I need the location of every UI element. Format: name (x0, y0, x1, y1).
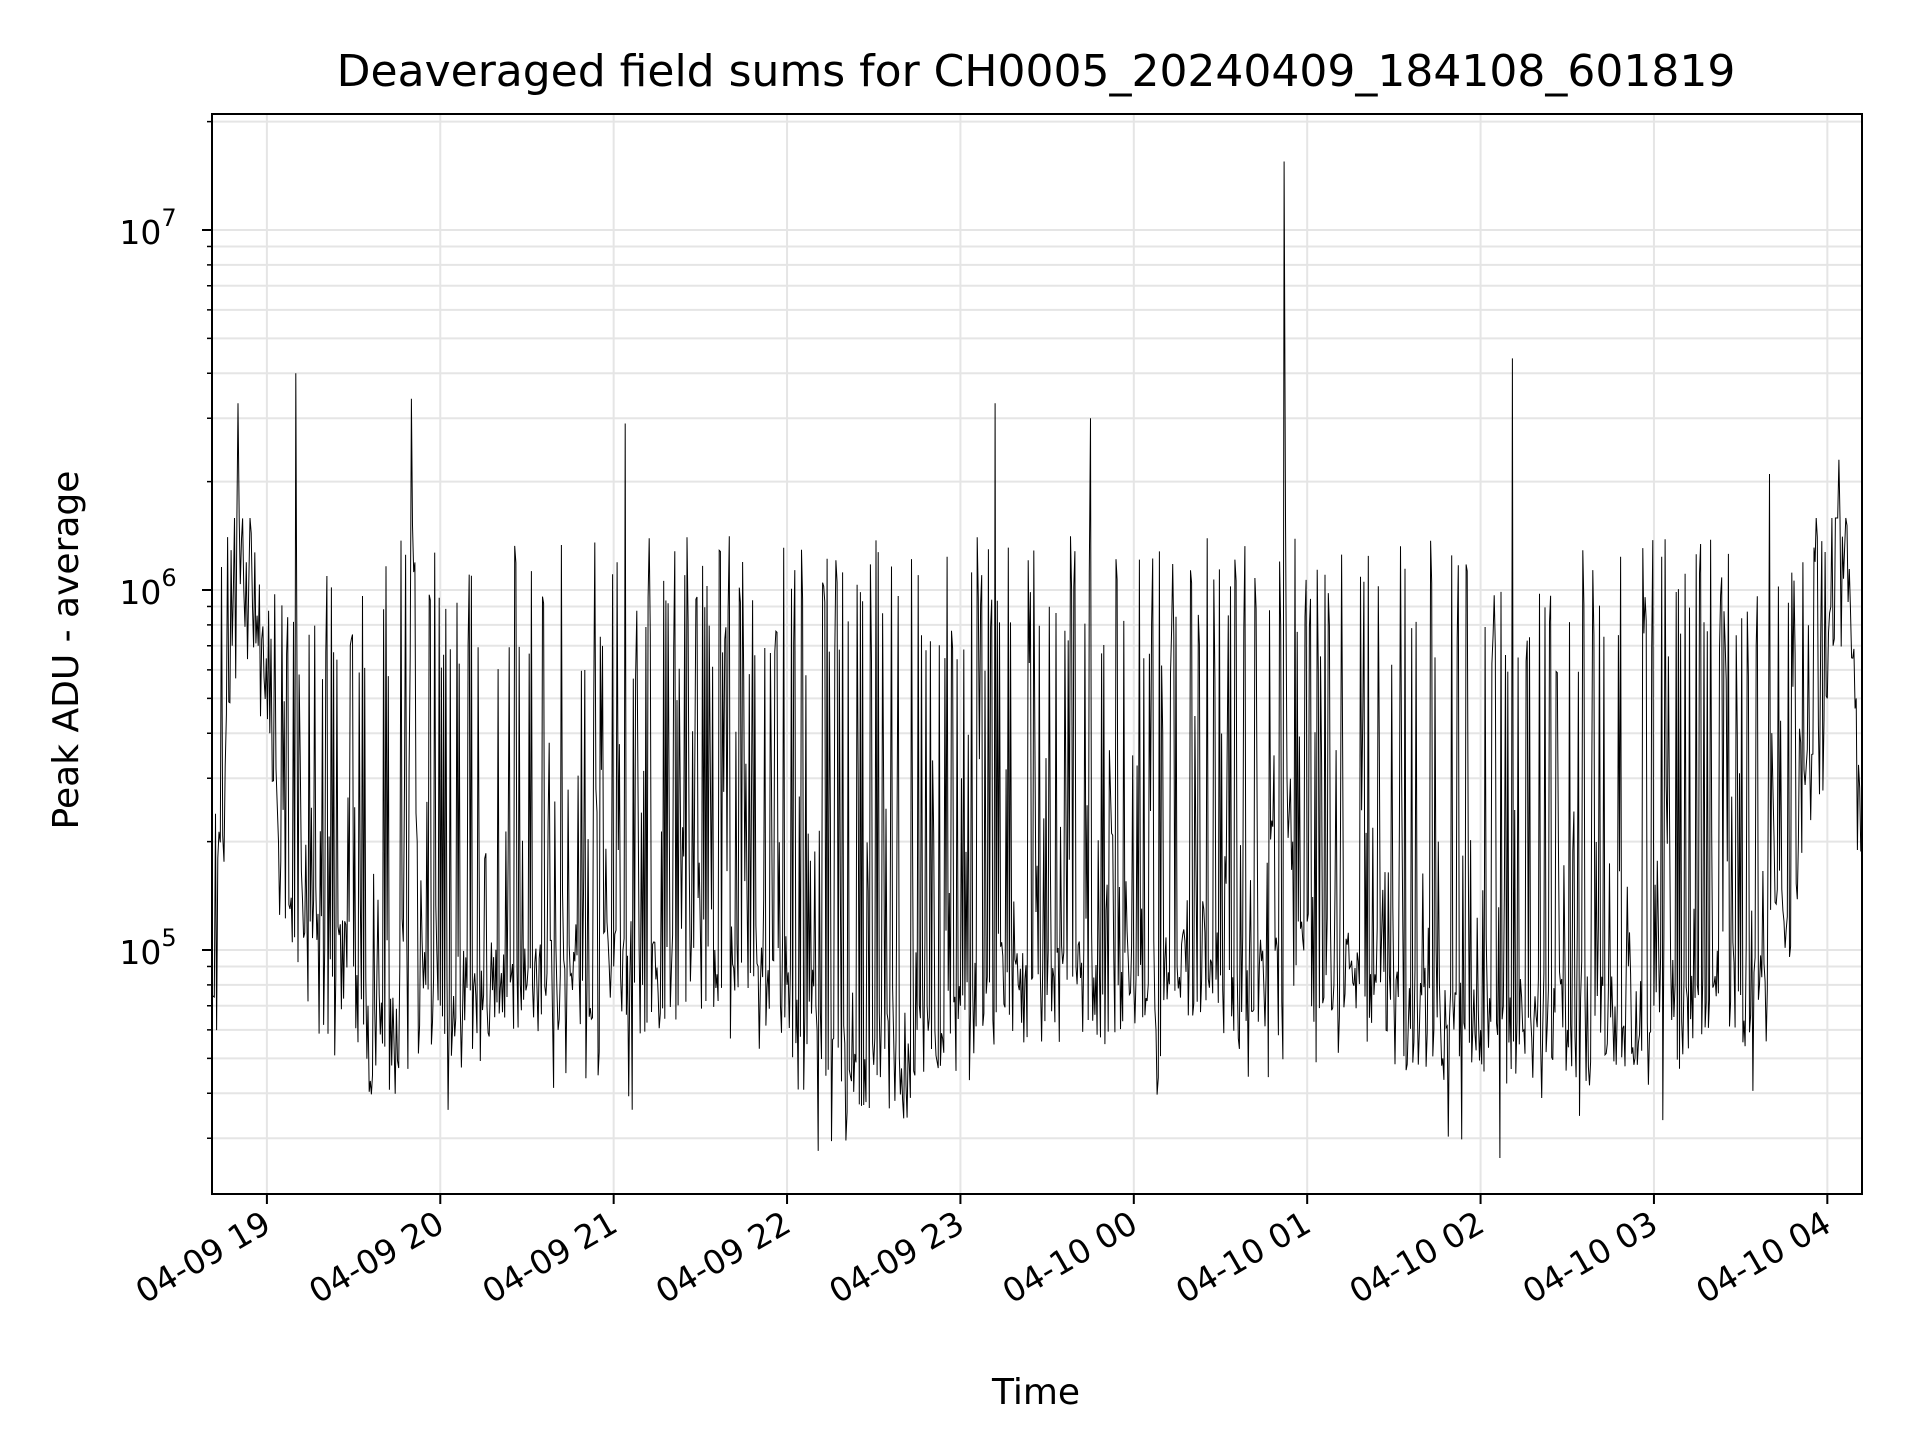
x-axis-label: Time (991, 1372, 1080, 1413)
y-tick-exponent: 5 (161, 924, 176, 952)
y-tick-exponent: 6 (161, 564, 176, 592)
series-line (211, 161, 1863, 1159)
y-tick-label: 106 (119, 564, 176, 612)
y-tick-base: 10 (119, 213, 161, 252)
plot-frame (211, 113, 1863, 1195)
chart-title: Deaveraged field sums for CH0005_2024040… (337, 46, 1736, 97)
y-axis-label: Peak ADU - average (46, 471, 87, 830)
y-tick-label: 105 (119, 924, 176, 972)
grid (212, 114, 1862, 1194)
y-tick-base: 10 (119, 573, 161, 612)
y-tick-exponent: 7 (161, 204, 176, 232)
series-layer (211, 161, 1863, 1159)
y-tick-label: 107 (119, 204, 176, 252)
y-tick-base: 10 (119, 933, 161, 972)
